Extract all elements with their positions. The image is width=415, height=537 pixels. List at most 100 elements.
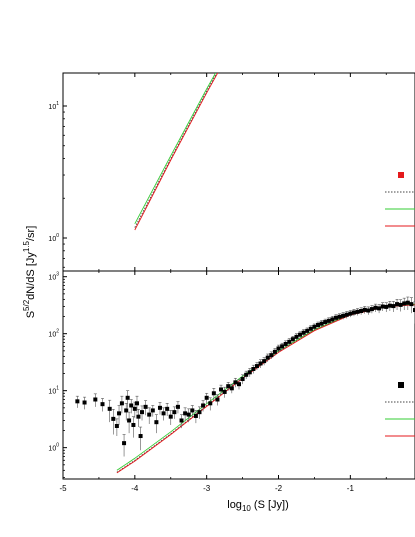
y-axis-title-mid: dN/dS [Jy	[25, 252, 37, 300]
data-point	[226, 384, 231, 389]
y-tick-label-base: 10	[48, 446, 56, 453]
data-point	[190, 408, 195, 413]
data-point	[131, 422, 136, 427]
data-point	[294, 334, 299, 339]
y-tick-label-exp: 0	[56, 443, 59, 449]
data-point	[93, 397, 98, 402]
data-point	[193, 413, 198, 418]
top-panel: 10 0 101	[48, 72, 415, 272]
data-point	[179, 418, 184, 423]
data-point	[280, 344, 285, 349]
data-point	[124, 408, 129, 413]
data-point	[82, 400, 87, 405]
data-point	[333, 315, 338, 320]
data-point	[402, 301, 407, 306]
data-point	[222, 389, 227, 394]
data-point	[391, 304, 396, 309]
data-point	[348, 311, 353, 316]
y-axis-title-sup: 5/2	[22, 299, 31, 311]
data-point	[326, 318, 331, 323]
data-point	[147, 412, 152, 417]
x-tick-label: -5	[59, 484, 67, 493]
top-panel-frame	[62, 72, 415, 272]
data-point	[373, 305, 378, 310]
y-tick-label: 101	[48, 386, 59, 396]
data-point	[341, 313, 346, 318]
data-point	[143, 404, 148, 409]
data-point	[305, 328, 310, 333]
data-point	[251, 367, 256, 372]
data-point	[380, 304, 385, 309]
data-point	[247, 370, 252, 375]
y-axis-title-post: /sr]	[25, 226, 37, 241]
data-point	[301, 330, 306, 335]
x-tick-label: -2	[275, 484, 283, 493]
legend-marker	[398, 172, 404, 178]
y-tick-label-exp: 1	[56, 101, 59, 107]
data-point	[186, 412, 191, 417]
data-point	[330, 317, 335, 322]
data-point	[287, 339, 292, 344]
y-tick-label: 103	[48, 272, 59, 282]
top-panel-ticks: 10 0 101	[48, 73, 387, 271]
data-point	[359, 309, 364, 314]
data-point	[323, 320, 328, 325]
data-point	[215, 397, 220, 402]
data-point	[369, 307, 374, 312]
y-tick-label-exp: 0	[56, 233, 59, 239]
x-axis-title-post: (S [Jy])	[251, 499, 289, 511]
y-tick-label-base: 10	[48, 104, 56, 111]
data-point	[233, 380, 238, 385]
data-point	[337, 314, 342, 319]
data-point	[129, 403, 134, 408]
model-curve-solid-3	[116, 304, 415, 474]
data-point	[132, 406, 137, 411]
data-point	[107, 406, 112, 411]
bottom-panel-series	[75, 296, 415, 474]
data-point	[125, 395, 130, 400]
model-curve-solid-3	[134, 73, 219, 231]
data-point	[114, 423, 119, 428]
data-point	[262, 359, 267, 364]
data-point	[100, 402, 105, 407]
data-point	[165, 406, 170, 411]
data-point	[384, 304, 389, 309]
model-curve-solid-2	[134, 73, 217, 225]
data-point	[395, 302, 400, 307]
data-point	[211, 391, 216, 396]
data-point	[237, 382, 241, 387]
data-point	[136, 414, 141, 419]
top-legend	[385, 172, 415, 227]
data-point	[208, 401, 213, 406]
data-point	[283, 341, 288, 346]
data-point	[219, 387, 224, 392]
data-point	[269, 353, 274, 358]
data-point	[308, 326, 313, 331]
data-point	[344, 312, 349, 317]
data-point	[138, 434, 143, 439]
data-point	[398, 302, 403, 307]
y-tick-label-base: 10	[48, 389, 56, 396]
data-point	[201, 403, 206, 408]
data-point	[154, 420, 159, 425]
data-point	[119, 401, 124, 406]
data-point	[150, 408, 155, 413]
data-point	[254, 364, 259, 369]
data-point	[272, 349, 277, 354]
data-point	[276, 346, 281, 351]
data-point	[111, 416, 116, 421]
data-point	[75, 399, 80, 404]
data-point	[122, 441, 127, 446]
data-point	[265, 355, 270, 360]
y-tick-label-exp: 1	[56, 386, 59, 392]
data-point	[134, 401, 139, 406]
data-point	[366, 308, 371, 313]
y-axis-title: S5/2dN/dS [Jy1.5/sr]	[22, 226, 37, 319]
data-point	[175, 404, 180, 409]
data-point	[351, 310, 356, 315]
y-tick-label: 101	[48, 101, 59, 111]
data-point	[316, 323, 321, 328]
